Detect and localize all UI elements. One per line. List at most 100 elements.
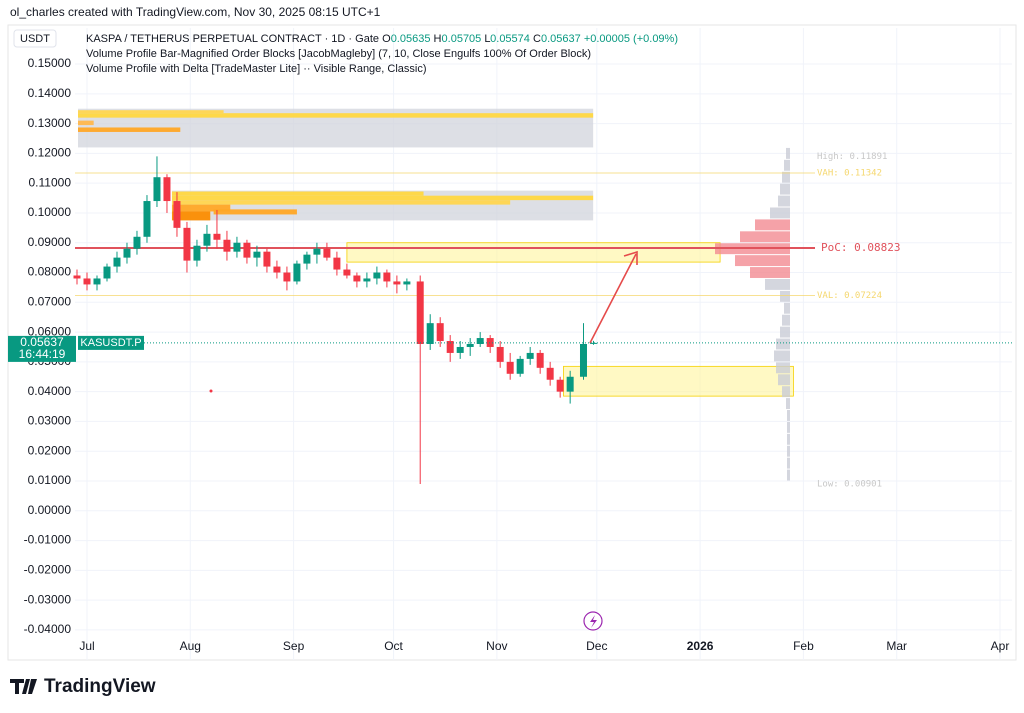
legend-line: KASPA / TETHERUS PERPETUAL CONTRACT · 1D… [86,33,678,45]
arrow-annotation [589,250,638,344]
candle-body [273,266,281,273]
profile-bar [776,338,790,350]
candle-body [73,275,81,279]
x-tick-label: Feb [793,639,814,653]
candle-body [323,248,331,258]
y-tick-label: -0.04000 [24,622,72,636]
brand-logo [10,679,37,694]
y-tick-label: 0.11000 [29,175,72,189]
profile-bar [782,314,790,326]
profile-bar [740,231,790,243]
legend-part: KASPA / TETHERUS PERPETUAL CONTRACT · 1D… [86,33,379,45]
symbol-box [78,335,144,350]
order-block [77,120,94,126]
x-tick-label: Aug [180,639,201,653]
order-block [171,211,211,221]
candle-body [143,201,151,237]
y-tick-label: -0.03000 [24,592,72,606]
x-tick-label: Dec [586,639,607,653]
profile-bar [787,410,790,421]
candle-body [536,352,544,368]
y-tick-label: 0.15000 [28,56,72,70]
order-block [77,110,224,114]
last-price: 0.05637 [20,335,64,349]
candle-body [133,236,141,249]
profile-bar [735,255,790,267]
plot [73,28,1012,660]
credit: ol_charles created with TradingView.com,… [10,5,381,19]
y-tick-label: 0.14000 [28,86,72,100]
candle-body [103,266,111,279]
y-tick-label: 0.10000 [28,205,72,219]
legend-part: 0.05637 [541,33,581,45]
y-tick-label: 0.07000 [28,294,72,308]
profile-label: Low: 0.00901 [817,479,882,489]
candle-body [253,251,261,258]
profile-bar [786,147,790,159]
candle-body [363,278,371,282]
profile-bar [787,421,790,433]
order-block [213,209,297,215]
candle-body [153,177,161,202]
candle-body [83,278,91,285]
profile-bar [765,278,790,290]
candle-body [416,281,424,344]
x-tick-label: Mar [886,639,907,653]
legend-part: O [382,33,391,45]
currency: USDT [20,33,50,45]
order-block [77,127,181,132]
candle-body [333,257,341,270]
profile-label: High: 0.11891 [817,152,887,162]
y-tick-label: 0.04000 [28,384,72,398]
candle-body [283,272,291,282]
candle-body [373,272,381,279]
x-tick-label: Sep [283,639,305,653]
indicator: Volume Profile with Delta [TradeMaster L… [86,63,427,75]
candle-body [163,177,171,202]
profile-bar [786,398,790,410]
y-tick-label: 0.01000 [28,473,72,487]
event-bolt [590,615,597,628]
candle-body [436,323,444,342]
profile-bar [787,469,790,481]
candle-body [456,346,464,353]
order-block [346,242,721,263]
x-tick-label: 2026 [687,639,714,653]
legend-part: C [533,33,541,45]
candle-body [579,344,587,377]
legend-part: +0.00005 (+0.09%) [584,33,678,45]
profile-label: PoC: 0.08823 [821,241,900,254]
candle-body [243,242,251,258]
candle-body [476,338,484,344]
y-tick-label: -0.01000 [24,533,72,547]
candle-body [486,338,494,347]
y-tick-label: 0.12000 [28,146,72,160]
profile-bar [784,159,790,171]
candle-body [343,269,351,276]
profile-bar [780,326,790,338]
profile-bar [774,350,790,362]
order-block [171,191,424,196]
profile-bar [782,171,790,183]
order-block [171,200,511,205]
y-tick-label: 0.02000 [28,443,72,457]
candle-body [303,254,311,264]
currency-box [13,29,57,48]
profile-bar [778,195,790,207]
candle-body [353,275,361,282]
candle-body [263,251,271,267]
candle-body [213,233,221,240]
profile-bar [750,267,790,278]
candle-body [293,263,301,282]
candle-body [556,379,564,392]
candle-body [123,248,131,258]
candle-body [193,245,201,261]
order-block [171,204,231,212]
profile-bar [776,362,790,374]
order-block [77,113,594,118]
legend-part: L [484,33,490,45]
candle-body [516,358,524,374]
y-tick-label: 0.08000 [28,265,72,279]
